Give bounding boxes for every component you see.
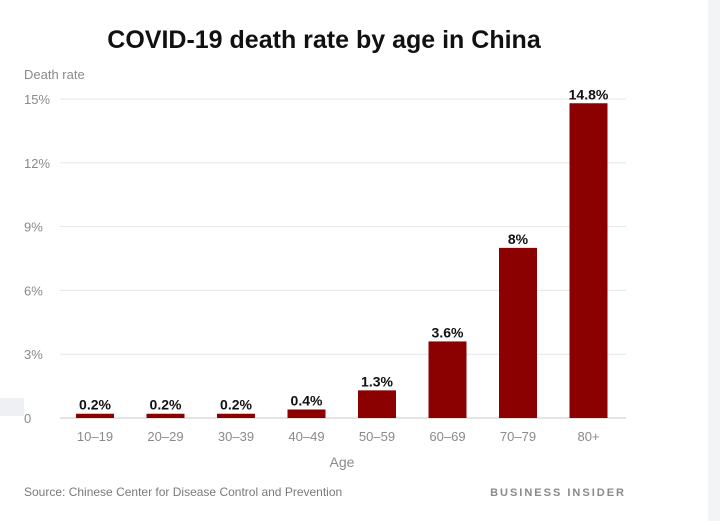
gridlines [60,98,626,419]
bar [287,409,326,418]
data-label: 0.2% [150,397,182,413]
bar [76,413,114,418]
data-label: 0.2% [79,397,111,413]
x-tick-labels: 10–19 20–29 30–39 40–49 50–59 60–69 70–79 80+ [77,429,600,444]
source-note: Source: Chinese Center for Disease Contr… [24,485,342,499]
y-tick-label: 0 [24,411,31,426]
y-tick-labels: 0 3% 6% 9% 12% 15% [24,92,50,426]
bar [569,103,608,419]
x-axis-label: Age [330,454,355,470]
chart-title: COVID-19 death rate by age in China [107,26,542,54]
bar [146,413,185,418]
y-tick-label: 15% [24,92,50,107]
publisher-brand: BUSINESS INSIDER [490,487,626,499]
x-tick-label: 40–49 [288,429,324,444]
x-tick-label: 70–79 [500,429,536,444]
x-tick-label: 10–19 [77,429,113,444]
data-labels: 0.2% 0.2% 0.2% 0.4% 1.3% 3.6% 8% 14.8% [79,86,609,412]
x-tick-label: 30–39 [218,429,254,444]
data-label: 14.8% [569,86,609,102]
x-tick-label: 50–59 [359,429,395,444]
data-label: 3.6% [432,324,464,340]
page-edge-strip [0,398,24,416]
y-tick-label: 9% [24,220,43,235]
x-tick-label: 60–69 [429,429,465,444]
source-label: Source: [24,485,65,499]
page-right-edge [708,0,720,521]
source-text: Chinese Center for Disease Control and P… [69,485,342,499]
data-label: 0.4% [291,392,323,408]
bar [428,341,467,418]
y-tick-label: 12% [24,156,50,171]
y-tick-label: 6% [24,283,43,298]
chart-card [8,8,644,513]
bars [76,103,608,419]
data-label: 8% [508,231,529,247]
y-tick-label: 3% [24,347,43,362]
y-axis-label: Death rate [24,67,85,82]
x-tick-label: 20–29 [147,429,183,444]
bar [358,390,396,418]
x-tick-label: 80+ [577,429,599,444]
bar [217,413,255,418]
bar [499,247,537,418]
data-label: 0.2% [220,397,252,413]
data-label: 1.3% [361,373,393,389]
